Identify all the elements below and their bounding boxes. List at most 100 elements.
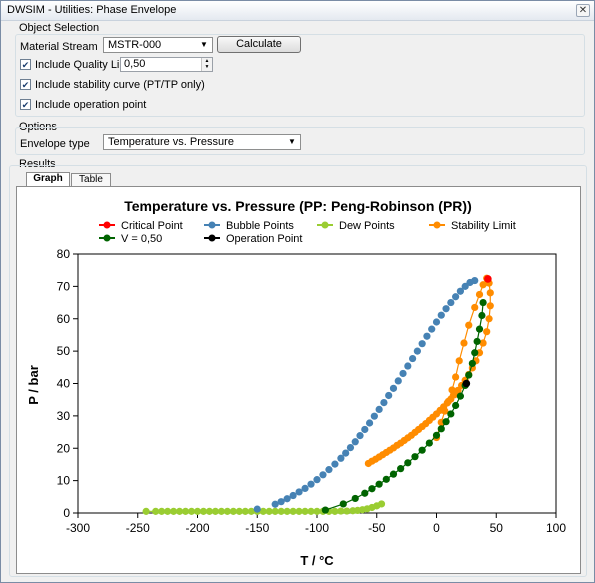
data-point [217, 507, 225, 515]
data-point [442, 305, 450, 313]
material-stream-value: MSTR-000 [108, 39, 162, 51]
chart-panel: Temperature vs. Pressure (PP: Peng-Robin… [16, 186, 581, 574]
data-point [394, 377, 402, 385]
chevron-down-icon: ▼ [288, 137, 296, 146]
data-point [380, 399, 388, 407]
data-point [211, 507, 220, 515]
data-point [175, 507, 184, 515]
data-point [483, 328, 491, 336]
data-point [277, 498, 285, 506]
legend-label: Dew Points [339, 220, 395, 232]
data-point [447, 298, 455, 307]
tab-table[interactable]: Table [71, 173, 111, 187]
data-point [301, 507, 309, 515]
object-selection-group [15, 34, 585, 117]
x-tick-label: -200 [185, 521, 209, 535]
check-icon: ✔ [21, 80, 30, 90]
data-point [289, 507, 297, 515]
y-tick-label: 70 [57, 279, 71, 293]
data-point [486, 289, 494, 297]
title-bar: DWSIM - Utilities: Phase Envelope ✕ [1, 1, 594, 21]
data-point [471, 303, 479, 312]
data-point [271, 500, 279, 508]
data-point [478, 311, 486, 320]
data-point [321, 506, 329, 514]
data-point [437, 425, 445, 433]
data-point [339, 500, 347, 508]
data-point [418, 340, 426, 348]
series-critical-point [484, 275, 492, 283]
data-point [460, 339, 468, 347]
x-tick-label: -150 [245, 521, 269, 535]
y-axis-label: P / bar [26, 365, 41, 405]
data-point [375, 480, 383, 488]
data-point [170, 507, 178, 515]
data-point [418, 446, 426, 454]
spin-down-icon[interactable]: ▼ [204, 64, 210, 70]
data-point [479, 281, 487, 289]
data-point [289, 491, 297, 500]
y-tick-label: 60 [57, 312, 71, 326]
calculate-button[interactable]: Calculate [217, 36, 301, 53]
data-point [442, 418, 450, 426]
data-point [465, 321, 473, 329]
envelope-type-dropdown[interactable]: Temperature vs. Pressure ▼ [103, 134, 301, 150]
envelope-type-label: Envelope type [20, 138, 90, 150]
include-operation-label: Include operation point [35, 99, 147, 111]
legend-marker [103, 234, 111, 242]
data-point [428, 325, 436, 333]
x-tick-label: -100 [305, 521, 329, 535]
data-point [462, 379, 471, 388]
spin-buttons[interactable]: ▲ ▼ [201, 58, 212, 71]
include-stability-checkbox[interactable]: ✔ [20, 79, 31, 90]
data-point [485, 315, 493, 323]
data-point [486, 302, 494, 310]
data-point [235, 507, 243, 515]
series-line [325, 302, 484, 511]
envelope-type-value: Temperature vs. Pressure [108, 136, 234, 148]
data-point [356, 432, 364, 440]
include-quality-line-checkbox[interactable]: ✔ [20, 59, 31, 70]
data-point [283, 507, 291, 515]
material-stream-dropdown[interactable]: MSTR-000 ▼ [103, 37, 213, 53]
options-group [15, 127, 585, 155]
spin-up-icon[interactable]: ▲ [204, 58, 210, 64]
chart-title: Temperature vs. Pressure (PP: Peng-Robin… [124, 198, 471, 214]
data-point [447, 410, 455, 418]
include-operation-checkbox[interactable]: ✔ [20, 99, 31, 110]
x-tick-label: 100 [546, 521, 566, 535]
data-point [409, 354, 417, 363]
data-point [365, 419, 374, 427]
data-point [301, 484, 309, 492]
close-button[interactable]: ✕ [576, 4, 590, 17]
data-point [295, 507, 303, 515]
series-dew-points [142, 500, 386, 515]
quality-value-input[interactable]: 0,50 ▲ ▼ [120, 57, 213, 72]
quality-value: 0,50 [124, 58, 146, 70]
data-point [471, 276, 479, 285]
data-point [253, 505, 261, 513]
x-axis-label: T / °C [300, 553, 334, 568]
data-point [346, 444, 355, 452]
x-tick-label: -300 [66, 521, 90, 535]
data-point [441, 407, 449, 415]
data-point [385, 391, 393, 400]
data-point [455, 357, 463, 365]
data-point [475, 325, 484, 333]
chart-plot [142, 274, 494, 515]
chart-axes: -300 -250 -200 -150 -100 -50 0 50 100 0 10 20 30 40 50… [57, 247, 567, 535]
data-point [325, 466, 333, 474]
results-label: Results [19, 158, 56, 170]
data-point [283, 495, 291, 503]
x-tick-label: -250 [126, 521, 150, 535]
legend-label: Bubble Points [226, 220, 294, 232]
data-point [413, 347, 421, 355]
data-point [456, 287, 464, 295]
data-point [265, 507, 273, 515]
data-point [277, 507, 285, 515]
include-stability-label: Include stability curve (PT/TP only) [35, 79, 205, 91]
y-tick-label: 80 [57, 247, 71, 261]
data-point [241, 507, 249, 515]
data-point [437, 311, 445, 319]
tab-graph[interactable]: Graph [26, 172, 70, 187]
